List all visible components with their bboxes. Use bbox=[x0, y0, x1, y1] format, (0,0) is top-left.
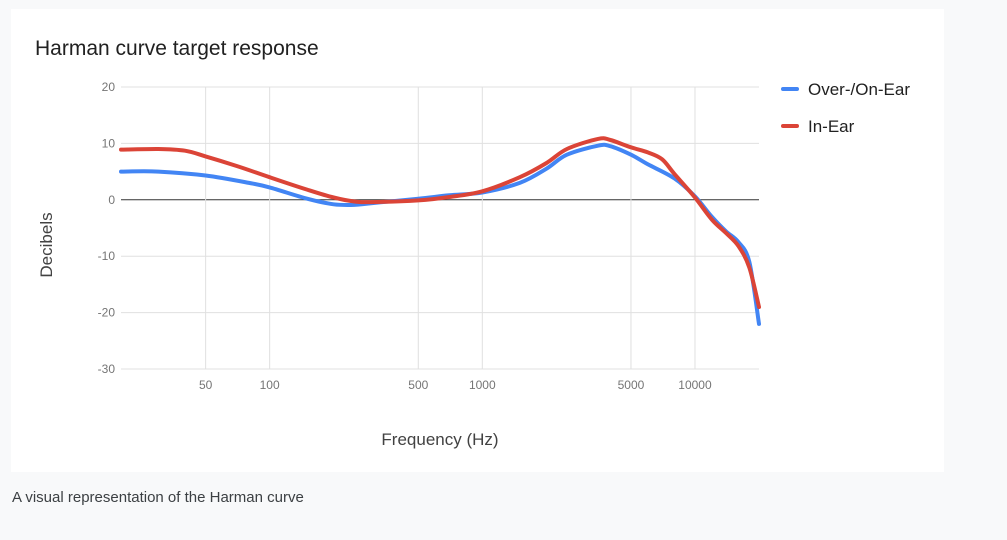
harman-chart: Harman curve target response 20100-10-20… bbox=[35, 37, 910, 449]
x-tick-label: 50 bbox=[199, 378, 213, 392]
x-tick-label: 500 bbox=[408, 378, 428, 392]
y-tick-label: -20 bbox=[98, 306, 116, 320]
legend-label-over-on-ear: Over-/On-Ear bbox=[808, 80, 910, 99]
x-tick-label: 1000 bbox=[469, 378, 496, 392]
x-tick-label: 5000 bbox=[618, 378, 645, 392]
figure-caption: A visual representation of the Harman cu… bbox=[12, 489, 304, 506]
x-axis-title: Frequency (Hz) bbox=[381, 430, 498, 449]
series-lines bbox=[119, 136, 761, 326]
series-line-over-on-ear bbox=[119, 142, 761, 326]
series-line-in-ear bbox=[119, 136, 761, 309]
legend: Over-/On-Ear In-Ear bbox=[781, 80, 910, 136]
y-axis-title: Decibels bbox=[37, 212, 56, 277]
y-tick-label: 20 bbox=[102, 80, 116, 94]
legend-label-in-ear: In-Ear bbox=[808, 117, 855, 136]
x-tick-label: 100 bbox=[260, 378, 280, 392]
y-tick-label: -30 bbox=[98, 362, 116, 376]
y-axis-ticks: 20 10 0 -10 -20 -30 bbox=[98, 80, 116, 376]
chart-title: Harman curve target response bbox=[35, 37, 319, 60]
chart-card: Harman curve target response 20 10 0 -10 -20… bbox=[11, 9, 944, 472]
x-axis-ticks: 50 100 500 1000 5000 10000 bbox=[199, 378, 712, 392]
y-tick-label: 10 bbox=[102, 136, 116, 150]
x-tick-label: 10000 bbox=[678, 378, 712, 392]
grid-lines bbox=[121, 86, 759, 370]
y-tick-label: -10 bbox=[98, 249, 116, 263]
y-tick-label: 0 bbox=[108, 193, 115, 207]
